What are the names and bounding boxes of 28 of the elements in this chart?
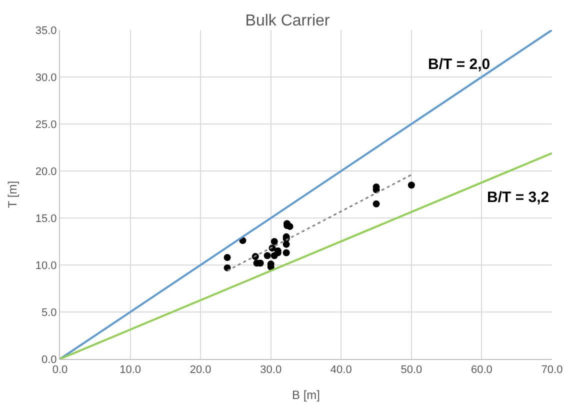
x-tick-label: 30.0 [260, 364, 282, 376]
x-tick-label: 60.0 [471, 364, 492, 376]
x-tick-label: 50.0 [400, 364, 422, 376]
y-tick-label: 25.0 [35, 118, 57, 131]
x-tick-label: 0.0 [52, 364, 68, 376]
x-axis-title: B [m] [292, 388, 320, 402]
annotation: B/T = 2,0 [428, 56, 490, 73]
x-tick-label: 40.0 [330, 364, 352, 376]
x-tick-label: 20.0 [190, 364, 212, 376]
y-tick-label: 35.0 [35, 24, 57, 37]
y-tick-label: 0.0 [42, 354, 57, 366]
point [224, 254, 231, 261]
point [282, 249, 290, 256]
point [372, 200, 380, 208]
point [408, 182, 415, 189]
point [270, 238, 278, 245]
y-tick-label: 20.0 [35, 166, 57, 178]
annotation: B/T = 3,2 [487, 189, 550, 206]
y-tick-label: 30.0 [35, 72, 57, 84]
point [286, 222, 294, 230]
y-tick-label: 5.0 [42, 306, 57, 319]
chart-title: Bulk Carrier [245, 12, 330, 30]
point [264, 252, 271, 260]
y-tick-label: 15.0 [35, 212, 57, 225]
y-tick-label: 10.0 [35, 260, 57, 272]
x-tick-label: 10.0 [120, 364, 141, 376]
y-axis-title: T [m] [6, 180, 20, 208]
x-tick-label: 70.0 [541, 364, 563, 376]
